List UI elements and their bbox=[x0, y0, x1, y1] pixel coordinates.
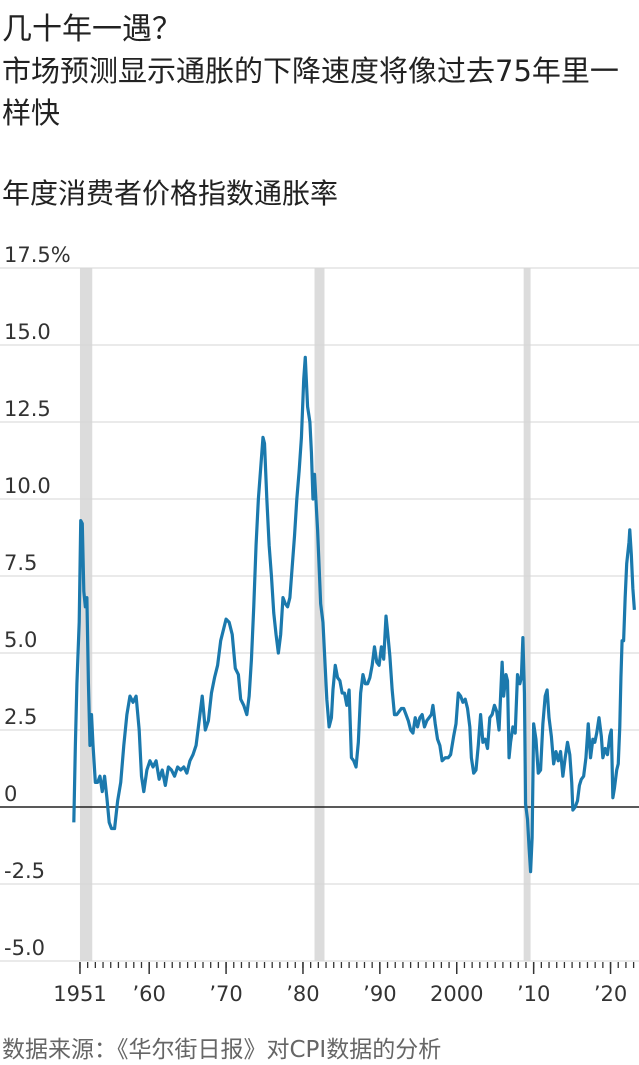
y-tick-label: 10.0 bbox=[4, 474, 51, 498]
y-tick-label: 2.5 bbox=[4, 705, 37, 729]
x-tick-label: 2000 bbox=[430, 982, 483, 1006]
x-tick-label: 1951 bbox=[53, 982, 106, 1006]
chart: -5.0 -2.5 0 2.5 5.0 7.5 10.0 12.5 15.0 17.5% 1951 ’… bbox=[0, 243, 639, 1006]
x-tick-label: ’90 bbox=[363, 982, 396, 1006]
y-tick-label: 17.5% bbox=[4, 243, 71, 267]
y-tick-label: 5.0 bbox=[4, 628, 37, 652]
y-tick-label: -2.5 bbox=[4, 859, 45, 883]
x-tick-label: ’70 bbox=[209, 982, 242, 1006]
y-axis-label: 年度消费者价格指数通胀率 bbox=[2, 177, 339, 210]
x-tick-label: ’60 bbox=[132, 982, 165, 1006]
chart-title: 几十年一遇？ bbox=[2, 12, 182, 47]
y-tick-label: 7.5 bbox=[4, 551, 37, 575]
y-tick-label: 12.5 bbox=[4, 397, 51, 421]
chart-subtitle: 市场预测显示通胀的下降速度将像过去75年里一样快 bbox=[2, 54, 619, 130]
y-tick-label: 15.0 bbox=[4, 320, 51, 344]
x-tick-label: ’10 bbox=[517, 982, 550, 1006]
x-tick-label: ’20 bbox=[594, 982, 627, 1006]
shaded-period bbox=[523, 268, 531, 961]
y-tick-label: 0 bbox=[4, 782, 17, 806]
x-tick-label: ’80 bbox=[286, 982, 319, 1006]
source-note: 数据来源：《华尔街日报》对CPI数据的分析 bbox=[2, 1037, 442, 1063]
shaded-period bbox=[314, 268, 325, 961]
y-tick-label: -5.0 bbox=[4, 936, 45, 960]
line bbox=[72, 355, 636, 874]
